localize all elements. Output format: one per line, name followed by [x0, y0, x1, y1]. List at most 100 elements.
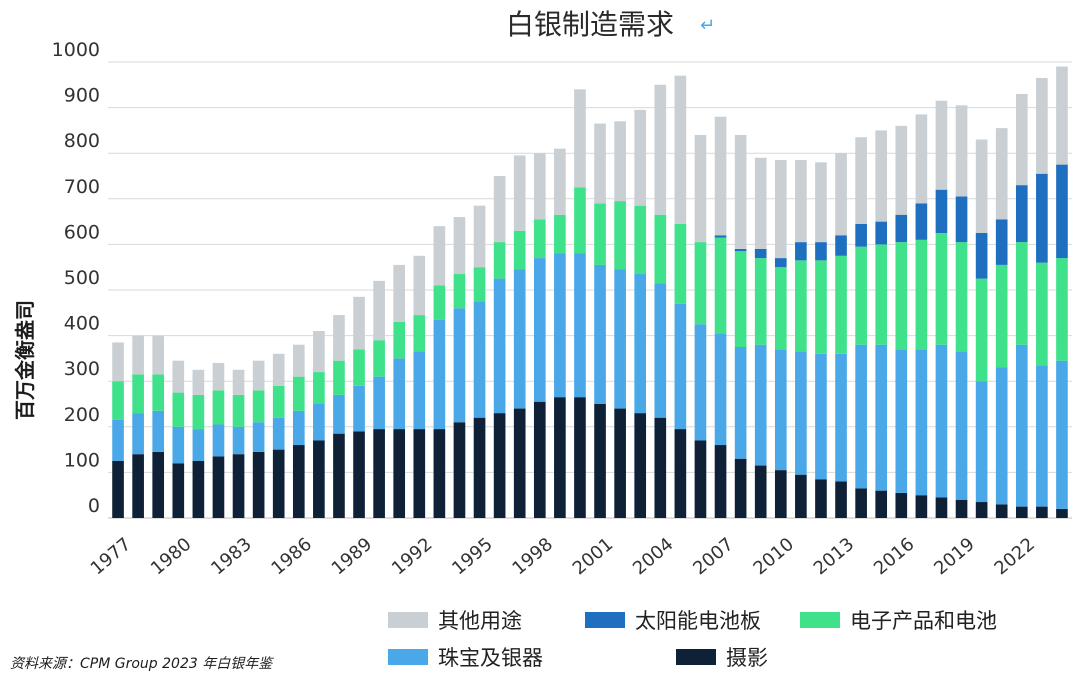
bar-segment-2009-s1 [754, 344, 767, 466]
y-tick-label: 900 [64, 85, 100, 107]
bar-segment-1995-s1 [473, 301, 486, 418]
legend-item: 珠宝及银器 [388, 646, 543, 670]
bar-segment-1996-s0 [493, 413, 506, 518]
y-axis-label: 百万金衡盎司 [13, 300, 37, 420]
bar-segment-1997-s2 [513, 230, 526, 270]
bar-segment-1991-s0 [393, 429, 406, 518]
bar-segment-1983-s2 [232, 394, 245, 427]
bar-group-2010 [774, 160, 787, 518]
bar-group-2024 [1056, 66, 1068, 518]
bar-segment-1994-s1 [453, 308, 466, 423]
bar-segment-1987-s4 [313, 331, 325, 373]
bar-segment-1987-s2 [313, 372, 325, 404]
bar-segment-1988-s2 [333, 360, 345, 395]
bar-segment-1993-s4 [433, 226, 446, 286]
bar-segment-2006-s0 [694, 440, 707, 518]
bar-segment-2014-s1 [855, 344, 867, 489]
bar-segment-1986-s4 [292, 344, 305, 377]
y-tick-label: 500 [64, 267, 100, 289]
legend-label: 电子产品和电池 [850, 609, 997, 633]
bar-segment-2018-s1 [935, 344, 948, 498]
bar-segment-2004-s1 [654, 283, 667, 418]
bar-segment-2024-s0 [1056, 508, 1068, 518]
x-tick-label: 1977 [87, 534, 136, 580]
bar-segment-1980-s2 [172, 392, 185, 427]
bar-segment-2008-s1 [734, 347, 747, 459]
bar-group-2005 [674, 75, 687, 518]
x-tick-label: 1986 [267, 534, 316, 580]
y-tick-label: 100 [64, 449, 100, 471]
y-tick-label: 400 [64, 313, 100, 335]
bar-group-1983 [232, 369, 245, 518]
bar-segment-1981-s2 [192, 394, 205, 430]
bar-group-1996 [493, 176, 506, 518]
bar-segment-2022-s4 [1015, 93, 1028, 186]
bar-group-2016 [895, 125, 908, 518]
y-tick-label: 300 [64, 358, 100, 380]
bar-segment-2014-s0 [855, 488, 867, 518]
x-tick-label: 2004 [629, 534, 678, 580]
bar-segment-2017-s3 [915, 203, 928, 240]
bar-segment-2023-s0 [1036, 506, 1048, 518]
x-tick-label: 1980 [147, 534, 196, 580]
bar-segment-1983-s1 [232, 426, 245, 455]
bar-group-2004 [654, 84, 667, 518]
source-note: 资料来源：CPM Group 2023 年白银年鉴 [10, 656, 274, 672]
bar-segment-1984-s1 [252, 422, 265, 452]
bar-segment-2004-s2 [654, 214, 667, 284]
bar-segment-1997-s4 [513, 155, 526, 231]
bar-segment-2014-s3 [855, 223, 867, 247]
bar-segment-2021-s1 [995, 367, 1008, 505]
bar-segment-2005-s0 [674, 429, 687, 518]
bar-group-2003 [634, 109, 647, 518]
y-tick-label: 1000 [52, 39, 100, 61]
bar-segment-1986-s2 [292, 376, 305, 411]
x-tick-label: 1998 [508, 534, 557, 580]
legend-label: 珠宝及银器 [438, 646, 543, 670]
bar-segment-2010-s4 [774, 160, 787, 259]
bar-segment-2022-s2 [1015, 242, 1028, 345]
bar-segment-2015-s0 [875, 490, 888, 518]
bar-segment-1989-s4 [353, 296, 365, 350]
y-tick-label: 700 [64, 176, 100, 198]
bar-group-2002 [614, 121, 626, 518]
bar-segment-2023-s3 [1036, 173, 1048, 263]
bar-segment-2022-s3 [1015, 185, 1028, 243]
bar-group-1977 [112, 342, 124, 518]
bar-segment-1982-s2 [212, 390, 225, 425]
bar-segment-1979-s4 [152, 335, 165, 375]
bar-segment-2012-s0 [815, 479, 827, 518]
bar-segment-1981-s0 [192, 461, 205, 518]
y-tick-label: 800 [64, 130, 100, 152]
bar-segment-1977-s1 [112, 419, 124, 461]
bar-segment-2015-s3 [875, 221, 888, 245]
bar-segment-2015-s1 [875, 344, 888, 491]
bar-segment-2005-s2 [674, 223, 687, 304]
bar-segment-2021-s3 [995, 219, 1008, 265]
bar-group-2022 [1015, 93, 1028, 518]
bar-segment-1999-s1 [554, 253, 566, 398]
bar-segment-2024-s1 [1056, 360, 1068, 509]
bar-segment-2005-s4 [674, 75, 687, 224]
bar-group-1984 [252, 360, 265, 518]
bar-segment-2023-s1 [1036, 365, 1048, 507]
bar-group-2017 [915, 114, 928, 518]
bar-segment-1987-s1 [313, 404, 325, 441]
bar-segment-1980-s0 [172, 463, 185, 518]
bar-segment-1998-s2 [533, 219, 546, 259]
bar-segment-2000-s4 [574, 89, 586, 188]
bar-segment-1984-s4 [252, 360, 265, 391]
bar-group-1999 [554, 148, 566, 518]
bar-segment-1996-s2 [493, 242, 506, 279]
bar-group-2011 [795, 160, 807, 518]
bar-segment-1998-s4 [533, 153, 546, 220]
bar-segment-2000-s2 [574, 187, 586, 254]
bar-segment-1988-s4 [333, 315, 345, 361]
bar-segment-2002-s2 [614, 201, 626, 270]
legend-label: 摄影 [726, 646, 768, 670]
bar-segment-1990-s4 [373, 280, 385, 341]
bar-segment-2001-s1 [594, 264, 606, 404]
bar-segment-1979-s2 [152, 374, 165, 411]
